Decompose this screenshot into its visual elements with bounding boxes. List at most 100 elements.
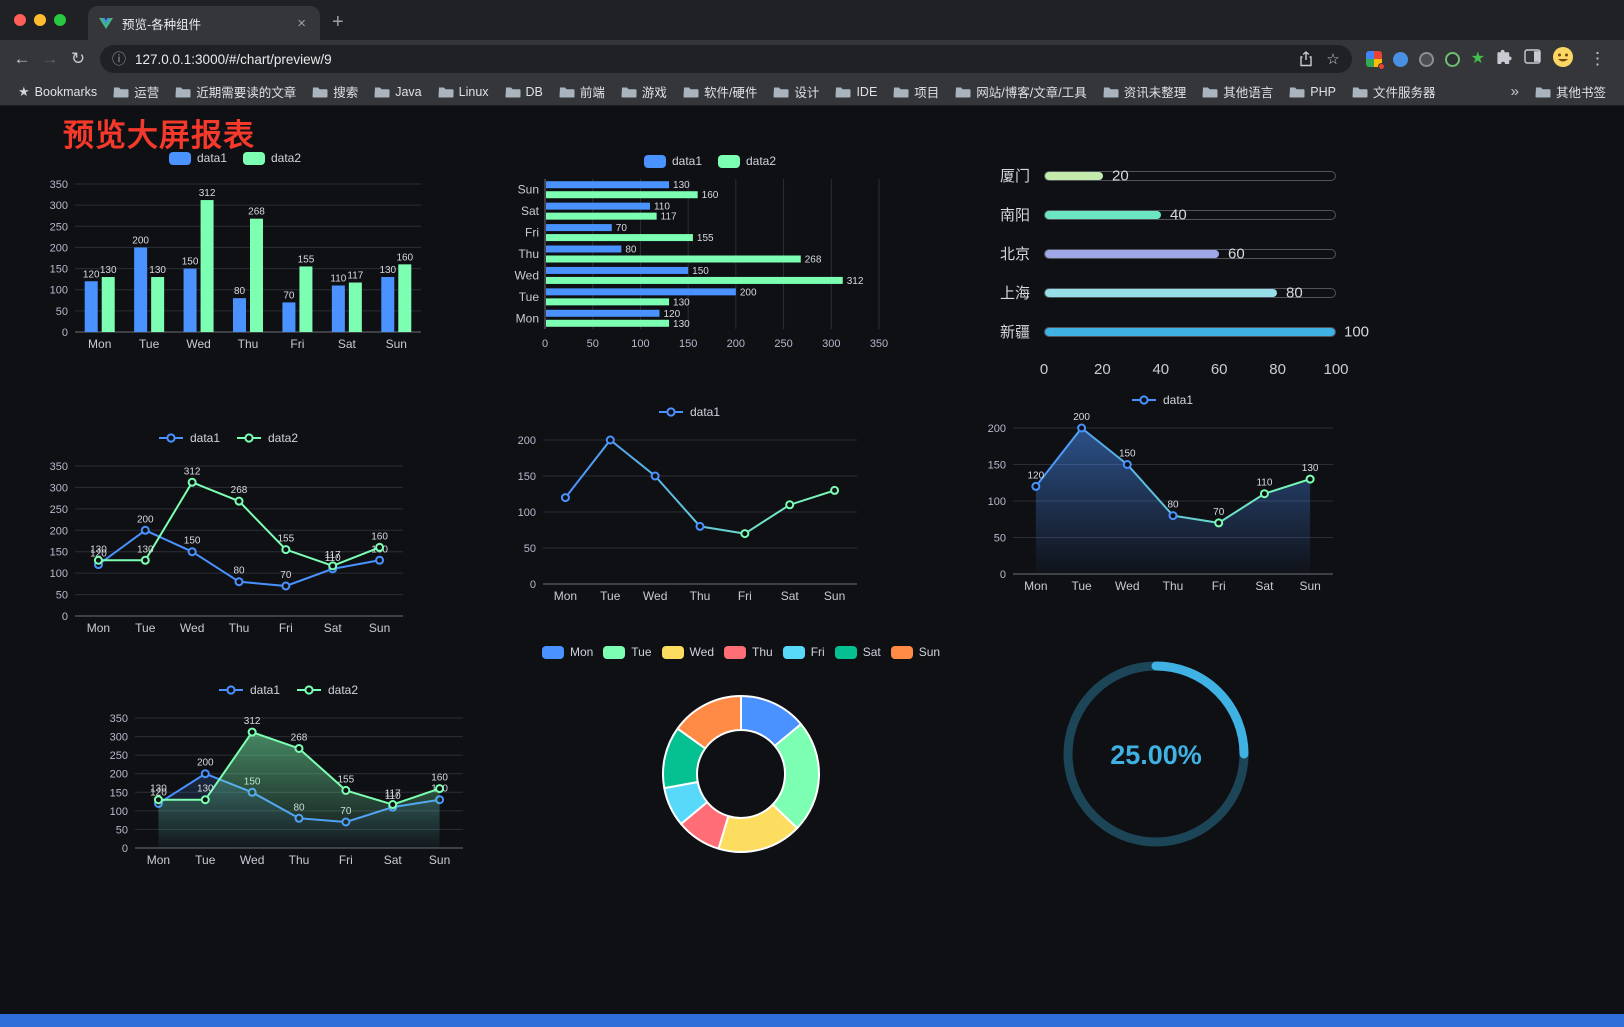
legend-item-Sun[interactable]: Sun: [890, 645, 941, 659]
legend-swatch: [603, 645, 626, 659]
bookmark-item[interactable]: 近期需要读的文章: [167, 79, 304, 104]
bookmark-item[interactable]: 设计: [765, 79, 827, 104]
svg-text:100: 100: [110, 806, 128, 818]
window-controls: [0, 0, 80, 40]
legend-item-data1[interactable]: data1: [643, 154, 702, 168]
extension-badge: [1377, 63, 1385, 70]
profile-avatar[interactable]: [1552, 46, 1574, 73]
legend-item-Mon[interactable]: Mon: [541, 645, 593, 659]
extension-icon-star[interactable]: ★: [1470, 50, 1485, 67]
line-chart-canvas[interactable]: 0 50 100 150 200 250 300 350 Mon Tue Wed Thu Fri Sat S…: [35, 450, 421, 636]
progress-row-南阳[interactable]: 南阳 40: [1000, 195, 1380, 234]
svg-text:155: 155: [697, 233, 714, 244]
progress-fill: [1045, 171, 1103, 180]
address-bar[interactable]: ⓘ 127.0.0.1:3000/#/chart/preview/9 ☆: [100, 45, 1352, 73]
bookmark-item[interactable]: 文件服务器: [1344, 79, 1444, 104]
bookmark-item[interactable]: 网站/博客/文章/工具: [947, 79, 1094, 104]
legend-item-data1[interactable]: data1: [658, 405, 720, 419]
bookmark-item[interactable]: 项目: [885, 79, 947, 104]
pie-slice-Sun[interactable]: [676, 695, 742, 750]
svg-text:Fri: Fri: [525, 226, 539, 240]
fullscreen-window-button[interactable]: [54, 14, 66, 26]
progress-row-新疆[interactable]: 新疆 100: [1000, 312, 1380, 351]
legend-item-data1[interactable]: data1: [1131, 393, 1193, 407]
legend-label: Sun: [918, 645, 941, 659]
legend-item-data2[interactable]: data2: [296, 683, 358, 697]
bookmark-other-folder[interactable]: 其他书签: [1527, 79, 1614, 104]
svg-text:110: 110: [385, 791, 401, 802]
browser-menu-icon[interactable]: ⋮: [1589, 49, 1606, 68]
bookmark-item[interactable]: 搜索: [304, 79, 366, 104]
legend-item-Thu[interactable]: Thu: [724, 645, 773, 659]
bookmark-item[interactable]: 游戏: [613, 79, 675, 104]
legend-item-data2[interactable]: data2: [243, 151, 301, 165]
line-chart-canvas[interactable]: 0 50 100 150 200 Mon Tue Wed Thu Fri Sat Sun: [503, 424, 875, 604]
back-button[interactable]: ←: [13, 49, 31, 68]
svg-text:200: 200: [132, 235, 149, 246]
svg-text:Sun: Sun: [824, 589, 845, 603]
svg-text:Thu: Thu: [1163, 579, 1184, 593]
legend-item-data2[interactable]: data2: [236, 431, 298, 445]
legend-item-data1[interactable]: data1: [218, 683, 280, 697]
svg-text:130: 130: [149, 265, 166, 276]
svg-text:117: 117: [385, 789, 401, 800]
site-info-icon[interactable]: ⓘ: [112, 51, 126, 67]
bookmark-label: Linux: [458, 84, 489, 99]
extension-icon-drop[interactable]: [1392, 51, 1408, 67]
bookmark-item[interactable]: 资讯未整理: [1095, 79, 1195, 104]
svg-text:0: 0: [1000, 569, 1006, 581]
forward-button[interactable]: →: [41, 49, 59, 68]
bookmark-star-icon[interactable]: ☆: [1326, 51, 1340, 68]
tab-favicon: [99, 18, 113, 29]
page-content: 预览大屏报表 data1 data2 0 50 100 150 200 250 300 350 Mo…: [0, 106, 1624, 1027]
extension-icon-grid[interactable]: [1365, 51, 1385, 70]
progress-row-厦门[interactable]: 厦门 20: [1000, 156, 1380, 195]
chart-grouped-bar: data1 data2 0 50 100 150 200 250 300 350 Mon 120 130…: [35, 148, 435, 352]
bookmark-item[interactable]: 前端: [551, 79, 613, 104]
folder-icon: [559, 87, 575, 98]
legend-item-Wed[interactable]: Wed: [661, 645, 714, 659]
minimize-window-button[interactable]: [34, 14, 46, 26]
bookmark-item[interactable]: IDE: [827, 82, 885, 102]
share-icon[interactable]: [1298, 51, 1314, 67]
bookmark-item[interactable]: Java: [366, 82, 429, 102]
extensions-puzzle-icon[interactable]: [1496, 48, 1513, 70]
tab-close-icon[interactable]: ×: [297, 14, 306, 32]
legend-item-Tue[interactable]: Tue: [603, 645, 652, 659]
extension-icon-dark[interactable]: [1418, 51, 1434, 67]
bookmark-item[interactable]: DB: [497, 82, 551, 102]
donut-chart-canvas[interactable]: [545, 664, 937, 890]
gauge-chart-canvas[interactable]: 25.00%: [1038, 640, 1274, 868]
browser-tab[interactable]: 预览-各种组件 ×: [88, 6, 320, 40]
line-chart-canvas[interactable]: 0 50 100 150 200 250 300 350 Mon Tue Wed Thu Fri Sat S…: [95, 702, 481, 868]
bookmark-item[interactable]: 运营: [105, 79, 167, 104]
bookmark-item[interactable]: 其他语言: [1194, 79, 1281, 104]
legend-item-data2[interactable]: data2: [718, 154, 776, 168]
reload-button[interactable]: ↻: [70, 49, 86, 68]
legend-label: Wed: [689, 645, 714, 659]
legend-item-data1[interactable]: data1: [168, 151, 227, 165]
legend-item-Sat[interactable]: Sat: [834, 645, 881, 659]
bookmark-item[interactable]: ★ Bookmarks: [10, 82, 105, 102]
side-panel-icon[interactable]: [1524, 49, 1541, 69]
svg-text:0: 0: [62, 327, 68, 339]
extension-icon-green[interactable]: [1444, 51, 1460, 67]
bookmarks-overflow-button[interactable]: »: [1510, 83, 1519, 100]
bookmark-item[interactable]: PHP: [1281, 82, 1344, 102]
bookmark-item[interactable]: Linux: [430, 82, 497, 102]
line-chart-canvas[interactable]: 0 50 100 150 200 Mon Tue Wed Thu Fri Sat Sun 120 200 1…: [973, 412, 1351, 594]
legend-item-Fri[interactable]: Fri: [782, 645, 825, 659]
legend-line-marker: [297, 685, 321, 695]
new-tab-button[interactable]: +: [332, 11, 344, 33]
legend-swatch: [890, 645, 913, 659]
bookmark-item[interactable]: 软件/硬件: [675, 79, 765, 104]
close-window-button[interactable]: [14, 14, 26, 26]
progress-row-上海[interactable]: 上海 80: [1000, 273, 1380, 312]
progress-row-北京[interactable]: 北京 60: [1000, 234, 1380, 273]
svg-text:Tue: Tue: [139, 337, 160, 351]
svg-text:Sun: Sun: [518, 183, 539, 197]
svg-text:117: 117: [347, 271, 363, 282]
legend-item-data1[interactable]: data1: [158, 431, 220, 445]
